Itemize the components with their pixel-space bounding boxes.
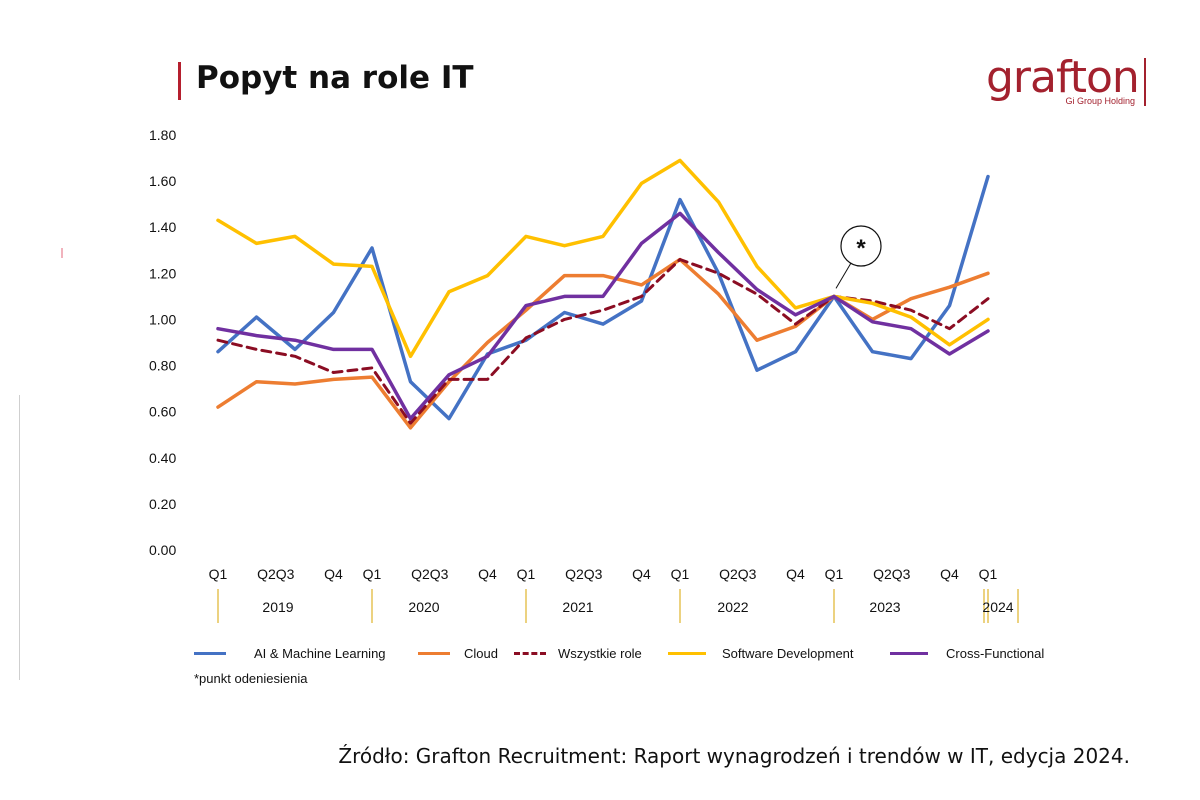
y-tick-label: 0.60 bbox=[149, 404, 176, 420]
y-tick-label: 1.00 bbox=[149, 311, 176, 327]
x-tick-label: Q2Q3 bbox=[257, 566, 295, 582]
logo-subtitle: Gi Group Holding bbox=[1065, 96, 1135, 106]
legend-swatch-ai bbox=[194, 651, 226, 655]
y-tick-label: 1.40 bbox=[149, 219, 176, 235]
legend-swatch-all-roles bbox=[514, 651, 546, 655]
x-tick-label: Q1 bbox=[363, 566, 382, 582]
legend-item-software: Software Development bbox=[668, 644, 854, 662]
year-label: 2024 bbox=[982, 599, 1013, 615]
x-tick-label: Q4 bbox=[632, 566, 651, 582]
x-tick-label: Q4 bbox=[478, 566, 497, 582]
legend-label-cross-functional: Cross-Functional bbox=[946, 645, 1045, 661]
year-label: 2022 bbox=[717, 599, 748, 615]
legend-label-ai: AI & Machine Learning bbox=[254, 645, 386, 661]
y-tick-label: 0.00 bbox=[149, 542, 176, 558]
y-tick-label: 1.20 bbox=[149, 265, 176, 281]
x-tick-label: Q4 bbox=[324, 566, 343, 582]
x-tick-label: Q2Q3 bbox=[565, 566, 603, 582]
legend-swatch-cross-functional bbox=[890, 651, 928, 655]
year-label: 2023 bbox=[869, 599, 900, 615]
annotation-label: * bbox=[856, 235, 866, 262]
footnote: *punkt odeniesienia bbox=[194, 671, 308, 686]
decorative-mark bbox=[61, 248, 63, 258]
x-tick-label: Q4 bbox=[786, 566, 805, 582]
x-tick-label: Q2Q3 bbox=[873, 566, 911, 582]
legend-item-cross-functional: Cross-Functional bbox=[890, 644, 1044, 662]
legend-swatch-cloud bbox=[418, 651, 450, 655]
logo-bar bbox=[1144, 58, 1146, 106]
series-line-0 bbox=[216, 174, 990, 421]
logo-wordmark: grafton bbox=[986, 52, 1140, 103]
legend-swatch-software bbox=[668, 651, 706, 655]
x-tick-label: Q1 bbox=[671, 566, 690, 582]
y-tick-label: 0.20 bbox=[149, 496, 176, 512]
annotation-circle bbox=[840, 225, 882, 267]
y-tick-label: 0.40 bbox=[149, 450, 176, 466]
x-tick-label: Q1 bbox=[209, 566, 228, 582]
x-tick-label: Q1 bbox=[517, 566, 536, 582]
series-line-3 bbox=[216, 158, 990, 359]
x-tick-label: Q2Q3 bbox=[719, 566, 757, 582]
y-tick-label: 1.80 bbox=[149, 127, 176, 143]
year-label: 2021 bbox=[562, 599, 593, 615]
x-tick-label: Q2Q3 bbox=[411, 566, 449, 582]
source-note: Źródło: Grafton Recruitment: Raport wyna… bbox=[338, 744, 1130, 768]
legend-item-cloud: Cloud bbox=[418, 644, 498, 662]
page-title: Popyt na role IT bbox=[196, 60, 474, 96]
legend-label-software: Software Development bbox=[722, 645, 854, 661]
series-line-1 bbox=[216, 257, 990, 430]
legend-label-all-roles: Wszystkie role bbox=[558, 645, 642, 661]
x-tick-label: Q1 bbox=[979, 566, 998, 582]
y-tick-label: 0.80 bbox=[149, 358, 176, 374]
legend-item-ai: AI & Machine Learning bbox=[194, 644, 386, 662]
grafton-logo: grafton Gi Group Holding bbox=[986, 54, 1151, 110]
year-label: 2019 bbox=[262, 599, 293, 615]
x-tick-label: Q1 bbox=[825, 566, 844, 582]
title-accent-bar bbox=[178, 62, 181, 100]
series-line-2 bbox=[216, 258, 990, 425]
annotation-leader bbox=[835, 262, 852, 289]
year-label: 2020 bbox=[408, 599, 439, 615]
y-tick-label: 1.60 bbox=[149, 173, 176, 189]
x-tick-label: Q4 bbox=[940, 566, 959, 582]
legend-label-cloud: Cloud bbox=[464, 645, 498, 661]
decorative-divider bbox=[19, 395, 20, 680]
legend-item-all-roles: Wszystkie role bbox=[514, 644, 642, 662]
series-line-4 bbox=[216, 211, 990, 421]
